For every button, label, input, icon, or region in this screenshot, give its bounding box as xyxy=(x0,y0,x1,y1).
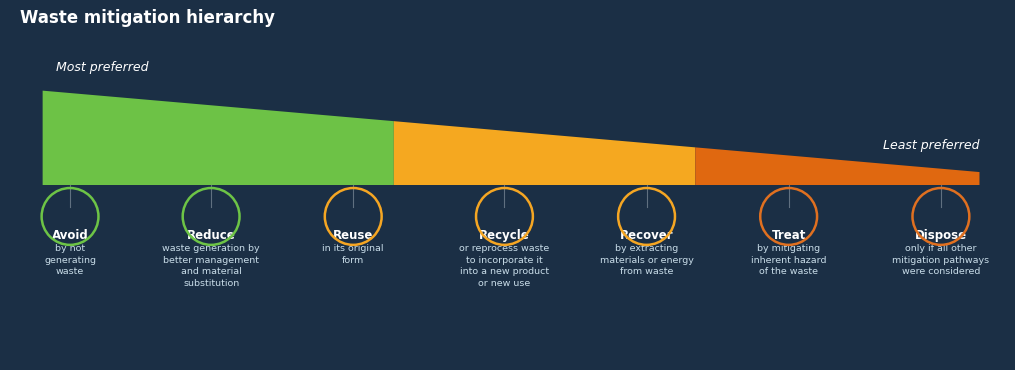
Text: Least preferred: Least preferred xyxy=(883,139,979,152)
Text: waste generation by
better management
and material
substitution: waste generation by better management an… xyxy=(162,244,260,287)
Polygon shape xyxy=(695,147,979,185)
Polygon shape xyxy=(43,91,394,185)
Text: only if all other
mitigation pathways
were considered: only if all other mitigation pathways we… xyxy=(892,244,990,276)
Text: Recover: Recover xyxy=(620,229,673,242)
Text: Reduce: Reduce xyxy=(187,229,235,242)
Text: by extracting
materials or energy
from waste: by extracting materials or energy from w… xyxy=(600,244,693,276)
Text: Treat: Treat xyxy=(771,229,806,242)
Text: Most preferred: Most preferred xyxy=(56,61,148,74)
Text: Recycle: Recycle xyxy=(479,229,530,242)
Text: Waste mitigation hierarchy: Waste mitigation hierarchy xyxy=(20,9,275,27)
Text: in its original
form: in its original form xyxy=(323,244,384,265)
Text: Dispose: Dispose xyxy=(915,229,967,242)
Text: Reuse: Reuse xyxy=(333,229,374,242)
Text: by not
generating
waste: by not generating waste xyxy=(44,244,96,276)
Text: or reprocess waste
to incorporate it
into a new product
or new use: or reprocess waste to incorporate it int… xyxy=(460,244,549,287)
Text: by mitigating
inherent hazard
of the waste: by mitigating inherent hazard of the was… xyxy=(751,244,826,276)
Polygon shape xyxy=(394,121,695,185)
Text: Avoid: Avoid xyxy=(52,229,88,242)
